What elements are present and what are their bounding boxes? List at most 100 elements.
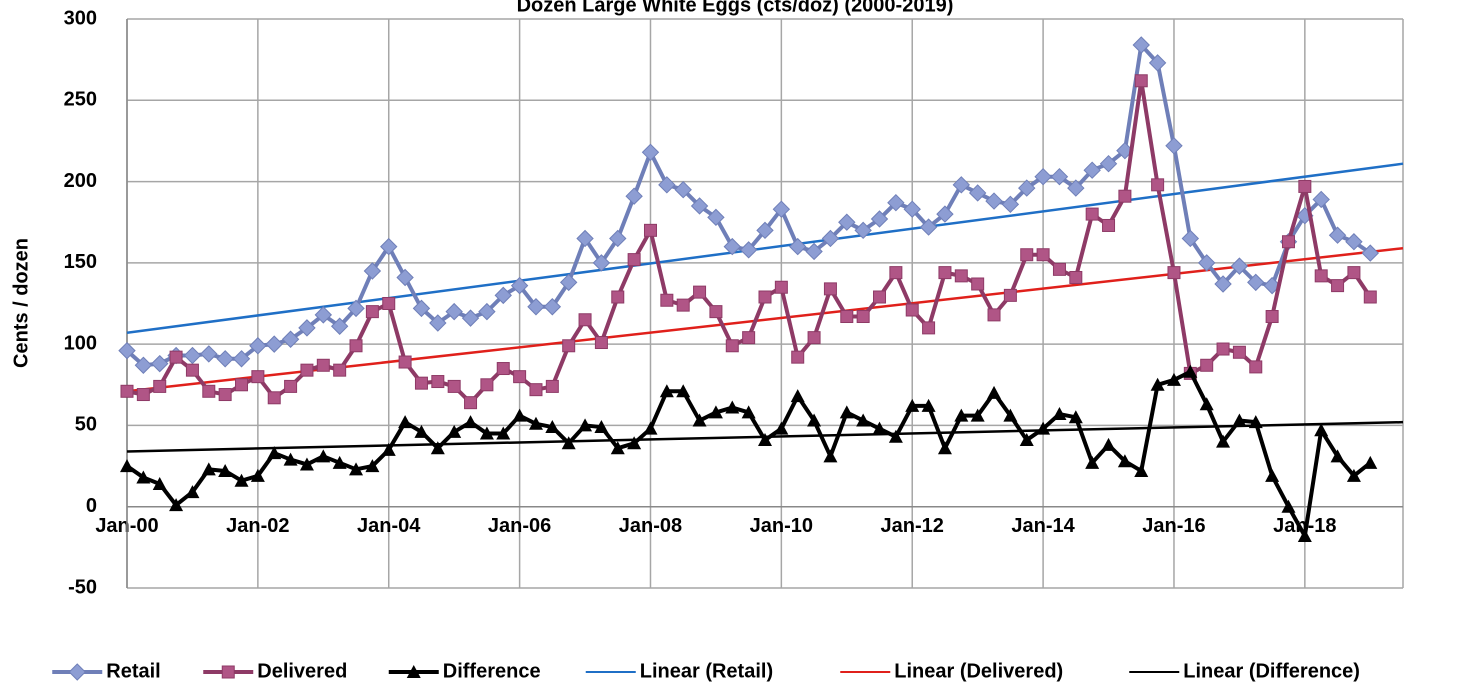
marker	[545, 420, 560, 434]
marker	[381, 442, 396, 456]
marker	[221, 665, 235, 679]
marker	[905, 303, 919, 317]
marker	[1199, 397, 1214, 411]
marker	[592, 254, 611, 272]
marker	[1036, 421, 1051, 435]
marker	[674, 180, 692, 199]
marker	[316, 449, 331, 463]
marker	[461, 309, 480, 327]
marker	[380, 237, 398, 256]
marker	[1083, 161, 1101, 179]
legend-item: Delivered	[203, 660, 347, 682]
marker	[1085, 207, 1099, 221]
marker	[690, 197, 709, 215]
marker	[659, 384, 674, 398]
marker	[512, 408, 527, 422]
marker	[643, 223, 657, 237]
marker	[1265, 468, 1280, 482]
marker	[218, 388, 232, 402]
marker	[120, 384, 134, 398]
marker	[676, 298, 690, 312]
marker	[1232, 413, 1247, 427]
marker	[985, 192, 1003, 210]
marker	[1345, 233, 1363, 251]
marker	[396, 268, 414, 287]
marker	[1118, 189, 1132, 203]
legend-item: Retail	[52, 660, 161, 682]
data-line	[125, 43, 1372, 368]
marker	[1101, 437, 1116, 451]
marker	[1068, 410, 1083, 424]
marker	[971, 277, 985, 291]
marker	[349, 462, 364, 476]
marker	[1248, 415, 1263, 429]
marker	[1247, 273, 1265, 292]
marker	[658, 176, 676, 194]
marker	[625, 187, 643, 205]
marker	[1328, 226, 1347, 244]
marker	[1265, 310, 1279, 324]
marker	[1331, 279, 1345, 293]
x-tick-label: Jan-10	[750, 515, 813, 537]
y-tick-label: -50	[68, 576, 97, 598]
marker	[365, 459, 380, 473]
marker	[431, 375, 445, 389]
legend-item: Linear (Difference)	[1129, 660, 1360, 682]
marker	[643, 421, 658, 435]
marker	[250, 468, 265, 482]
marker	[1069, 270, 1083, 284]
legend-label: Retail	[106, 660, 160, 682]
marker	[725, 400, 740, 414]
marker	[756, 221, 774, 240]
legend-label: Linear (Difference)	[1183, 660, 1360, 682]
marker	[791, 350, 805, 364]
marker	[494, 286, 512, 305]
x-tick-label: Jan-06	[488, 515, 551, 537]
marker	[1363, 455, 1378, 469]
marker	[1003, 408, 1018, 422]
marker	[1003, 288, 1017, 302]
marker	[513, 370, 527, 384]
marker	[414, 376, 428, 390]
marker	[529, 383, 543, 397]
marker	[463, 415, 478, 429]
marker	[235, 378, 249, 392]
marker	[870, 210, 889, 228]
marker	[267, 391, 281, 405]
marker	[314, 306, 333, 324]
marker	[1019, 433, 1034, 447]
marker	[627, 436, 642, 450]
marker	[823, 449, 838, 463]
marker	[398, 415, 413, 429]
marker	[406, 665, 421, 678]
marker	[496, 426, 511, 440]
marker	[429, 314, 447, 332]
marker	[363, 262, 382, 280]
marker	[136, 470, 151, 484]
marker	[545, 379, 559, 393]
marker	[365, 305, 379, 319]
marker	[200, 345, 218, 363]
marker	[414, 424, 429, 438]
y-tick-label: 200	[64, 170, 97, 192]
marker	[169, 498, 184, 512]
marker	[561, 436, 576, 450]
legend-label: Delivered	[257, 660, 347, 682]
legend-label: Linear (Retail)	[640, 660, 773, 682]
marker	[1117, 454, 1132, 468]
marker	[839, 405, 854, 419]
marker	[807, 413, 822, 427]
marker	[1232, 345, 1246, 359]
marker	[316, 358, 330, 372]
marker	[136, 388, 150, 402]
marker	[1052, 262, 1066, 276]
marker	[267, 446, 282, 460]
marker	[1314, 269, 1328, 283]
marker	[873, 290, 887, 304]
marker	[1314, 423, 1329, 437]
marker	[1200, 358, 1214, 372]
marker	[838, 213, 856, 231]
marker	[660, 293, 674, 307]
marker	[872, 421, 887, 435]
